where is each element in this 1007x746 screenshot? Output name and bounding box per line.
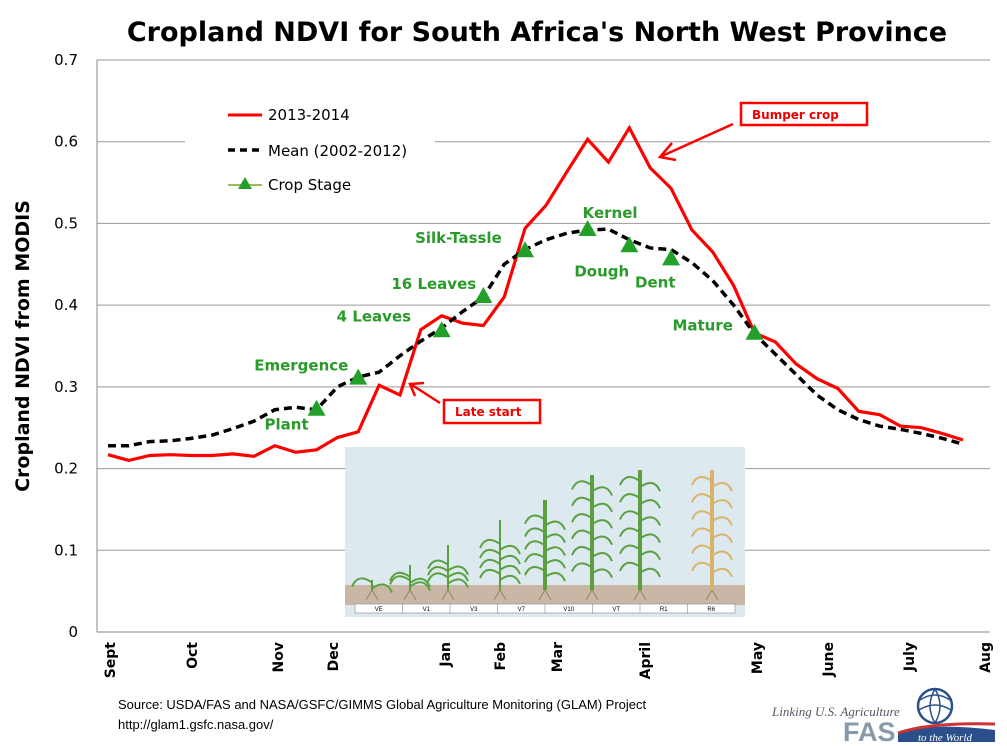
inset-stage-label: V7: [518, 607, 526, 613]
logo-tagline: Linking U.S. Agriculture: [771, 704, 900, 719]
corn-plant: [479, 520, 521, 601]
inset-stage-label: V10: [563, 607, 574, 613]
corn-plant: [351, 577, 393, 601]
annotation-bumper-crop: Bumper crop: [657, 101, 869, 162]
crop-stage-marker: [578, 219, 597, 236]
crop-stage-marker: [349, 368, 368, 385]
y-axis-label: Cropland NDVI from MODIS: [12, 200, 34, 492]
inset-stage-label: VT: [612, 607, 620, 613]
annotation-label: Bumper crop: [752, 108, 839, 122]
legend-label: Crop Stage: [268, 176, 351, 194]
globe-icon: [916, 687, 954, 725]
y-tick-label: 0.7: [54, 51, 78, 69]
annotation-label: Late start: [455, 405, 522, 419]
crop-stage-label: Dough: [574, 262, 629, 280]
logo-sub: to the World: [918, 732, 972, 744]
logo-name: FAS: [843, 717, 896, 746]
x-tick-label: June: [821, 642, 837, 678]
y-tick-label: 0: [68, 623, 78, 641]
x-tick-label: Mar: [550, 642, 566, 672]
x-tick-label: Dec: [326, 642, 342, 671]
annotation-late-start: Late start: [408, 381, 542, 425]
crop-stage-marker: [662, 249, 681, 266]
crop-stage-label: Emergence: [254, 357, 348, 375]
crop-stage-label: 16 Leaves: [391, 275, 476, 293]
y-tick-label: 0.4: [54, 296, 78, 314]
fas-logo: Linking U.S. Agriculture FAS to the Worl…: [771, 687, 996, 746]
crop-growth-stages-image: VE V1 V3 V7 V10 VT R1 R6: [345, 447, 745, 617]
triangle-icon: [238, 177, 252, 189]
corn-plant: [619, 470, 661, 601]
x-tick-label: Aug: [978, 642, 994, 673]
crop-stage-marker: [307, 399, 326, 416]
crop-stage-label: 4 Leaves: [337, 307, 411, 325]
crop-stage-marker: [620, 236, 639, 253]
x-tick-label: Nov: [271, 642, 287, 672]
y-tick-label: 0.2: [54, 460, 78, 478]
crop-stage-label: Dent: [635, 273, 675, 291]
legend-label: 2013-2014: [268, 106, 350, 124]
y-tick-label: 0.6: [54, 133, 78, 151]
x-tick-label: May: [750, 642, 766, 674]
source-text: Source: USDA/FAS and NASA/GSFC/GIMMS Glo…: [118, 697, 647, 712]
corn-plant: [571, 475, 613, 601]
source-url[interactable]: http://glam1.gsfc.nasa.gov/: [118, 717, 274, 732]
inset-stage-label: VE: [375, 607, 383, 613]
series-line-2013-2014: [107, 124, 964, 463]
corn-plant: [524, 500, 566, 601]
crop-stage-label: Silk-Tassle: [415, 229, 502, 247]
y-tick-label: 0.3: [54, 378, 78, 396]
corn-plant: [427, 545, 469, 601]
corn-plant: [389, 565, 431, 601]
crop-stage-label: Mature: [672, 317, 732, 335]
legend: 2013-2014 Mean (2002-2012) Crop Stage: [185, 98, 435, 202]
chart-title: Cropland NDVI for South Africa's North W…: [127, 17, 947, 48]
inset-stage-label: R1: [660, 607, 668, 613]
crop-stage-marker: [516, 241, 535, 258]
series-line-mean: [108, 227, 964, 448]
crop-stage-marker: [432, 321, 451, 338]
inset-stage-label: V1: [423, 607, 431, 613]
crop-stage-marker: [745, 323, 764, 340]
crop-stage-label: Plant: [265, 416, 309, 434]
legend-label: Mean (2002-2012): [268, 142, 407, 160]
y-tick-label: 0.1: [54, 541, 78, 559]
corn-plant: [691, 470, 733, 601]
crop-stage-label: Kernel: [583, 204, 638, 222]
x-tick-label: Feb: [493, 642, 509, 671]
y-tick-label: 0.5: [54, 214, 78, 232]
inset-stage-label: V3: [470, 607, 478, 613]
x-tick-label: Sept: [103, 642, 119, 679]
x-tick-labels: Sept Oct Nov Dec Jan Feb Mar April May June July Au…: [103, 642, 994, 680]
inset-stage-label: R6: [707, 607, 715, 613]
x-tick-label: Oct: [185, 642, 201, 669]
x-tick-label: April: [638, 642, 654, 679]
y-tick-labels: 0 0.1 0.2 0.3 0.4 0.5 0.6 0.7: [54, 51, 78, 641]
x-tick-label: Jan: [438, 642, 454, 668]
x-tick-label: July: [902, 642, 918, 672]
crop-stage-marker: [474, 286, 493, 303]
